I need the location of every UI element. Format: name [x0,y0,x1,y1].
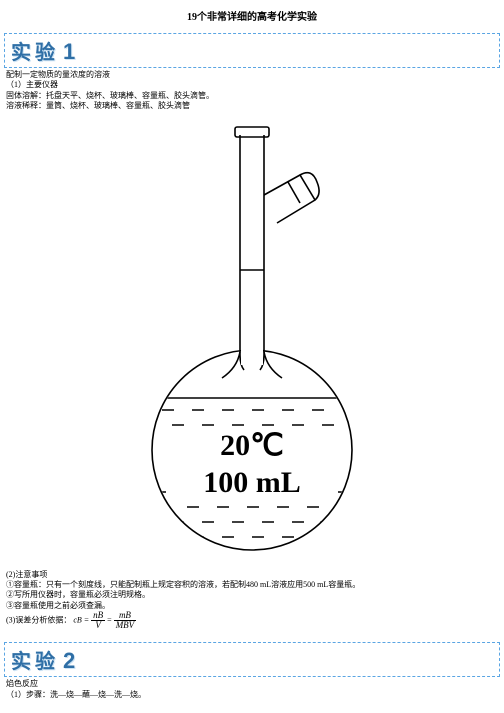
fraction-1: nB V [91,611,105,630]
banner-2-number: 2 [63,648,75,673]
section-2-body: 焰色反应 （1）步骤：洗—烧—蘸—烧—洗—烧。 [0,677,504,702]
banner-1-number: 1 [63,39,75,64]
err-label: (3)误差分析依据： [6,615,71,624]
cB-equals: cB = [73,615,89,624]
flask-temp-label: 20℃ [220,429,284,462]
section-1-notes: (2)注意事项 ①容量瓶：只有一个刻度线，只能配制瓶上规定容积的溶液，若配制48… [0,568,504,633]
banner-1-label: 实验 [11,42,59,64]
note-c: ③容量瓶使用之前必须查漏。 [6,601,498,611]
frac1-den: V [91,621,105,630]
note-b: ②写所用仪器时，容量瓶必须注明规格。 [6,590,498,600]
sec2-line-2: （1）步骤：洗—烧—蘸—烧—洗—烧。 [6,690,498,700]
section-2-banner: 实验2 [4,642,500,677]
fraction-2: mB MBV [114,611,137,630]
page-title: 19个非常详细的高考化学实验 [0,0,504,23]
note-a: ①容量瓶：只有一个刻度线，只能配制瓶上规定容积的溶液，若配制480 mL溶液应用… [6,580,498,590]
sec2-line-1: 焰色反应 [6,679,498,689]
intro-line-1: 配制一定物质的量浓度的溶液 [6,70,498,80]
intro-line-2: （1）主要仪器 [6,80,498,90]
section-1-banner: 实验1 [4,33,500,68]
flask-figure: 20℃ 100 mL [0,120,504,562]
flask-svg: 20℃ 100 mL [102,120,402,560]
flask-volume-label: 100 mL [203,466,301,499]
notes-header: (2)注意事项 [6,570,498,580]
error-analysis-line: (3)误差分析依据： cB = nB V = mB MBV [6,611,498,630]
intro-line-4: 溶液稀释：量筒、烧杯、玻璃棒、容量瓶、胶头滴管 [6,101,498,111]
intro-line-3: 固体溶解：托盘天平、烧杯、玻璃棒、容量瓶、胶头滴管。 [6,91,498,101]
section-1-intro: 配制一定物质的量浓度的溶液 （1）主要仪器 固体溶解：托盘天平、烧杯、玻璃棒、容… [0,68,504,114]
banner-2-label: 实验 [11,651,59,673]
frac2-den: MBV [114,621,137,630]
